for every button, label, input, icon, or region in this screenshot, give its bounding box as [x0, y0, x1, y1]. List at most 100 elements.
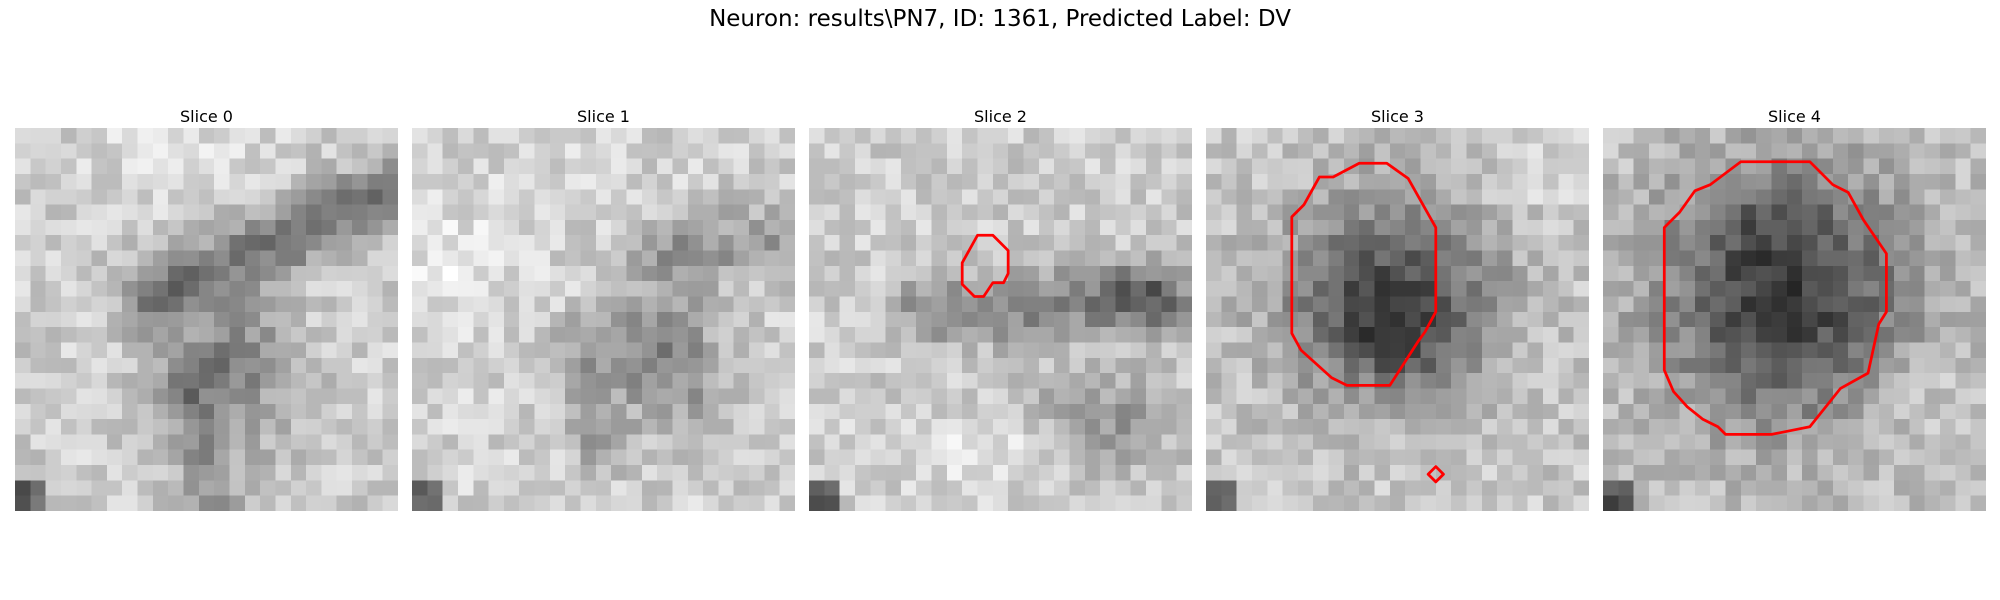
pixel — [1206, 373, 1222, 389]
pixel — [1206, 220, 1222, 236]
pixel — [352, 189, 368, 205]
pixel — [703, 480, 719, 496]
pixel — [1069, 281, 1085, 297]
pixel — [1741, 434, 1757, 450]
pixel — [764, 159, 780, 175]
pixel — [1772, 220, 1788, 236]
pixel — [168, 496, 184, 511]
pixel — [519, 159, 535, 175]
pixel — [1161, 205, 1177, 221]
pixel — [1375, 327, 1391, 343]
pixel — [352, 174, 368, 190]
pixel — [443, 465, 459, 481]
pixel — [1497, 235, 1513, 251]
pixel — [840, 205, 856, 221]
pixel — [1252, 358, 1268, 374]
pixel — [1894, 465, 1910, 481]
pixel — [1100, 235, 1116, 251]
pixel — [978, 388, 994, 404]
pixel — [199, 404, 215, 420]
pixel — [1863, 496, 1879, 511]
pixel — [443, 312, 459, 328]
pixel — [337, 205, 353, 221]
pixel — [1955, 419, 1971, 435]
pixel — [1634, 281, 1650, 297]
pixel — [932, 450, 948, 466]
pixel — [1618, 496, 1634, 511]
pixel — [642, 143, 658, 159]
pixel — [962, 128, 978, 144]
pixel — [1451, 404, 1467, 420]
pixel — [427, 434, 443, 450]
pixel — [886, 342, 902, 358]
pixel — [1161, 235, 1177, 251]
pixel — [1436, 373, 1452, 389]
pixel — [1283, 342, 1299, 358]
pixel — [168, 297, 184, 313]
pixel — [1848, 358, 1864, 374]
pixel — [1741, 174, 1757, 190]
pixel — [489, 174, 505, 190]
pixel — [1741, 419, 1757, 435]
pixel — [718, 220, 734, 236]
pixel — [1649, 327, 1665, 343]
pixel — [1710, 128, 1726, 144]
pixel — [1313, 205, 1329, 221]
pixel — [1833, 465, 1849, 481]
pixel — [1879, 480, 1895, 496]
pixel — [1528, 373, 1544, 389]
pixel — [809, 342, 825, 358]
pixel — [901, 434, 917, 450]
pixel — [824, 434, 840, 450]
pixel — [1313, 480, 1329, 496]
pixel — [15, 220, 31, 236]
pixel — [657, 174, 673, 190]
pixel — [1618, 450, 1634, 466]
pixel — [1955, 235, 1971, 251]
pixel — [1390, 480, 1406, 496]
pixel — [1206, 159, 1222, 175]
pixel — [1482, 174, 1498, 190]
pixel — [672, 450, 688, 466]
pixel — [718, 342, 734, 358]
pixel — [383, 266, 398, 282]
pixel — [1237, 281, 1253, 297]
pixel — [1574, 128, 1589, 144]
pixel — [1971, 266, 1986, 282]
pixel — [718, 327, 734, 343]
pixel — [1283, 434, 1299, 450]
pixel — [749, 373, 765, 389]
pixel — [1344, 235, 1360, 251]
pixel — [1680, 174, 1696, 190]
pixel — [122, 128, 138, 144]
pixel — [840, 480, 856, 496]
pixel — [458, 266, 474, 282]
pixel — [1115, 373, 1131, 389]
pixel — [1879, 496, 1895, 511]
pixel — [1817, 434, 1833, 450]
pixel — [611, 450, 627, 466]
pixel — [1741, 235, 1757, 251]
pixel — [1390, 205, 1406, 221]
pixel — [535, 235, 551, 251]
pixel — [443, 373, 459, 389]
pixel — [734, 266, 750, 282]
pixel — [352, 159, 368, 175]
pixel — [1497, 480, 1513, 496]
pixel — [1436, 496, 1452, 511]
pixel — [1574, 496, 1589, 511]
pixel — [1710, 358, 1726, 374]
pixel — [1451, 220, 1467, 236]
pixel — [1543, 251, 1559, 267]
pixel — [184, 235, 200, 251]
pixel — [1344, 312, 1360, 328]
pixel — [1741, 189, 1757, 205]
pixel — [260, 281, 276, 297]
pixel — [1375, 159, 1391, 175]
pixel — [1085, 251, 1101, 267]
pixel — [275, 465, 291, 481]
pixel — [749, 174, 765, 190]
pixel — [1833, 450, 1849, 466]
pixel — [275, 205, 291, 221]
pixel — [962, 358, 978, 374]
